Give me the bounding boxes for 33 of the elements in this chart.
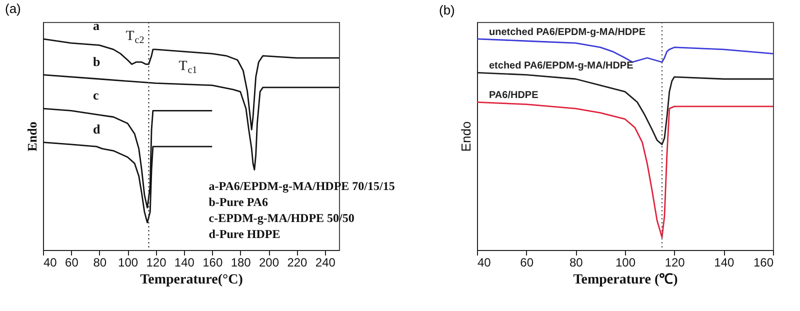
x-tick-label: 160 [753, 256, 774, 270]
series-label: a [93, 18, 100, 33]
series-label: unetched PA6/EPDM-g-MA/HDPE [489, 26, 646, 38]
x-tick-label: 140 [174, 256, 195, 270]
x-tick-label: 160 [202, 256, 223, 270]
series-label: b [93, 54, 100, 69]
x-tick-label: 180 [230, 256, 252, 270]
series-label: etched PA6/EPDM-g-MA/HDPE [489, 60, 634, 72]
x-tick-label: 240 [315, 256, 336, 270]
x-tick-label: 140 [714, 256, 734, 270]
x-tick-label: 100 [615, 256, 636, 270]
annotation: b-Pure PA6 [208, 195, 268, 210]
x-tick-label: 60 [65, 256, 79, 270]
y-axis-title: Endo [24, 122, 40, 152]
series-label: PA6/HDPE [489, 90, 539, 102]
x-tick-label: 220 [287, 256, 308, 270]
y-axis-title: Endo [458, 121, 474, 152]
series-label: d [93, 121, 101, 136]
x-tick-label: 40 [44, 256, 58, 270]
x-axis-title: Temperature (℃) [573, 272, 678, 288]
series-label: c [93, 88, 99, 103]
x-tick-label: 80 [93, 256, 107, 270]
chart-title: (b) [439, 2, 455, 18]
x-tick-label: 120 [664, 256, 686, 270]
chart-title: (a) [5, 0, 21, 16]
x-tick-label: 40 [478, 256, 492, 270]
x-tick-label: 80 [569, 256, 584, 270]
x-axis-title: Temperature(°C) [140, 272, 244, 288]
x-tick-label: 60 [520, 256, 534, 270]
x-tick-label: 120 [146, 256, 167, 270]
x-tick-label: 100 [118, 256, 138, 270]
annotation: d-Pure HDPE [208, 227, 280, 242]
x-tick-label: 200 [259, 256, 280, 270]
